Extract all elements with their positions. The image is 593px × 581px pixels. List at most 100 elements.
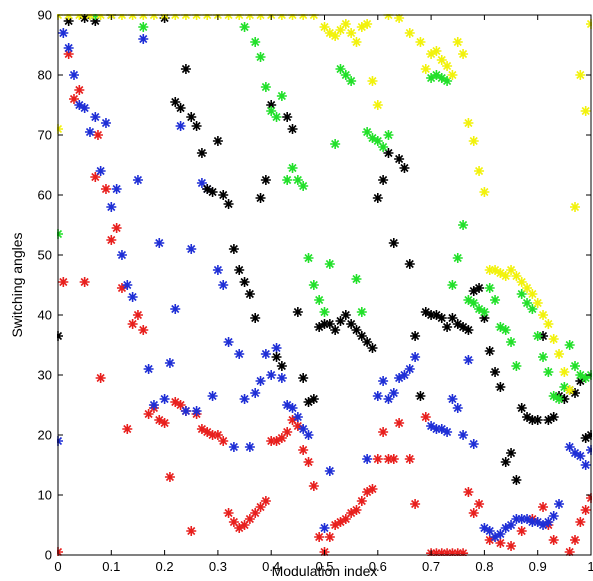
data-point	[218, 190, 229, 200]
data-point	[250, 313, 261, 323]
data-point	[564, 442, 575, 452]
data-point	[239, 22, 250, 32]
data-point	[522, 514, 533, 524]
data-point	[255, 376, 266, 386]
data-point	[399, 163, 410, 173]
data-point	[175, 121, 186, 131]
data-point	[586, 445, 592, 455]
data-point	[303, 253, 314, 263]
data-point	[554, 499, 565, 509]
data-point	[522, 283, 533, 293]
data-point	[298, 445, 309, 455]
data-point	[538, 310, 549, 320]
data-point	[356, 22, 367, 32]
data-point	[132, 310, 143, 320]
data-point	[170, 97, 181, 107]
data-point	[538, 331, 549, 341]
data-point	[143, 409, 154, 419]
data-point	[564, 340, 575, 350]
x-tick-label: 0.4	[262, 559, 280, 574]
data-point	[186, 526, 197, 536]
data-point	[474, 166, 485, 176]
data-point	[298, 181, 309, 191]
x-tick-label: 1	[587, 559, 593, 574]
data-point	[356, 496, 367, 506]
data-point	[575, 517, 586, 527]
data-point	[223, 337, 234, 347]
data-point	[479, 313, 490, 323]
data-point	[442, 548, 453, 556]
data-point	[282, 112, 293, 122]
data-point	[319, 523, 330, 533]
data-point	[458, 49, 469, 59]
data-point	[554, 394, 565, 404]
data-point	[452, 548, 463, 556]
data-point	[202, 184, 213, 194]
data-point	[319, 22, 330, 32]
data-point	[164, 472, 175, 482]
data-point	[170, 397, 181, 407]
data-point	[436, 73, 447, 83]
plot-frame	[57, 14, 592, 556]
data-point	[463, 295, 474, 305]
data-point	[351, 37, 362, 47]
data-point	[436, 55, 447, 65]
data-point	[266, 106, 277, 116]
data-point	[335, 25, 346, 35]
data-point	[308, 481, 319, 491]
data-point	[548, 334, 559, 344]
data-point	[330, 520, 341, 530]
data-point	[495, 382, 506, 392]
data-point	[346, 508, 357, 518]
data-point	[570, 361, 581, 371]
series-5	[57, 14, 592, 395]
data-point	[100, 118, 111, 128]
data-point	[484, 283, 495, 293]
data-point	[383, 148, 394, 158]
data-point	[484, 535, 495, 545]
data-point	[420, 412, 431, 422]
data-point	[500, 457, 511, 467]
data-point	[559, 394, 570, 404]
data-point	[564, 385, 575, 395]
data-point	[511, 271, 522, 281]
data-point	[431, 424, 442, 434]
data-point	[250, 388, 261, 398]
data-point	[159, 394, 170, 404]
data-point	[463, 487, 474, 497]
data-point	[314, 295, 325, 305]
data-point	[351, 274, 362, 284]
data-point	[479, 187, 490, 197]
data-point	[180, 64, 191, 74]
data-point	[399, 370, 410, 380]
data-point	[362, 337, 373, 347]
axes: 0 0.1 0.2 0.3 0.4 0.5 0.6 0.7 0.8 0.9 101020304050…	[38, 8, 593, 575]
data-point	[484, 346, 495, 356]
data-point	[276, 433, 287, 443]
data-point	[298, 373, 309, 383]
data-point	[122, 280, 133, 290]
data-point	[495, 538, 506, 548]
data-point	[196, 178, 207, 188]
data-point	[292, 175, 303, 185]
data-point	[287, 163, 298, 173]
data-point	[228, 244, 239, 254]
data-point	[362, 127, 373, 137]
series-1	[57, 49, 592, 556]
data-point	[442, 76, 453, 86]
data-point	[356, 307, 367, 317]
data-point	[394, 154, 405, 164]
data-point	[303, 457, 314, 467]
data-point	[207, 187, 218, 197]
y-tick-label: 90	[38, 8, 52, 23]
data-point	[298, 424, 309, 434]
data-point	[351, 325, 362, 335]
data-point	[394, 373, 405, 383]
data-point	[527, 289, 538, 299]
series-3	[57, 14, 592, 485]
data-point	[378, 142, 389, 152]
data-point	[394, 14, 405, 23]
data-point	[362, 487, 373, 497]
data-point	[570, 448, 581, 458]
